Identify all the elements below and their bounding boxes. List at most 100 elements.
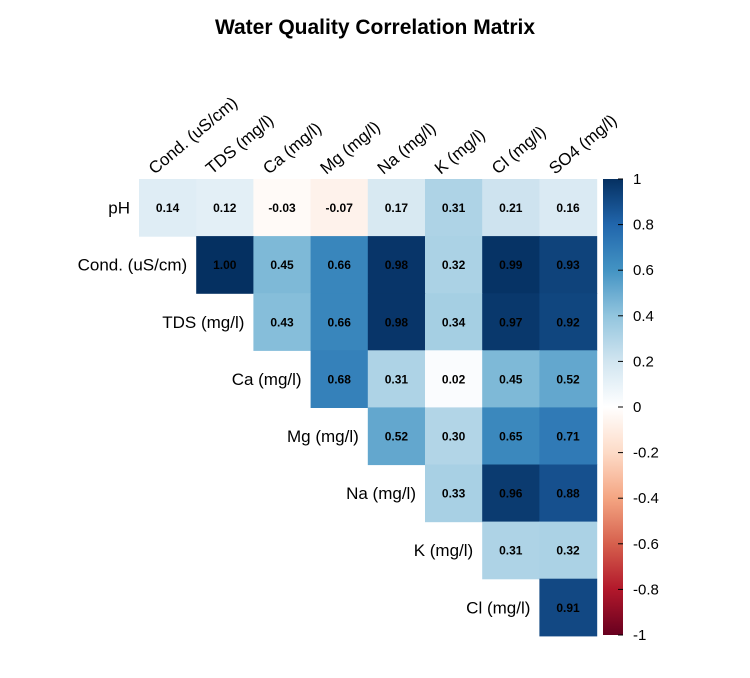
heatmap-cell (310, 179, 369, 237)
column-label: Mg (mg/l) (317, 117, 384, 178)
cell-value-label: 0.97 (499, 315, 523, 329)
heatmap-cell (425, 407, 483, 466)
heatmap-cell (425, 179, 483, 237)
row-label: pH (108, 199, 130, 218)
colorbar-tick-label: -1 (633, 627, 646, 644)
colorbar-tick-label: -0.6 (633, 536, 659, 553)
column-label: SO4 (mg/l) (545, 111, 620, 178)
heatmap-cell (539, 578, 598, 637)
cell-value-label: 0.45 (499, 372, 523, 386)
heatmap-cell (253, 293, 312, 351)
heatmap-cell (482, 407, 540, 466)
row-labels: pH Cond. (uS/cm) TDS (mg/l) Ca (mg/l) Mg (mg… (78, 199, 531, 618)
row-label: K (mg/l) (414, 541, 474, 560)
colorbar-gradient (603, 179, 623, 635)
cell-value-label: 0.31 (499, 544, 523, 558)
heatmap-cell (539, 407, 598, 466)
cell-value-label: 0.14 (156, 201, 180, 215)
heatmap-cell (539, 521, 598, 580)
cell-value-label: -0.07 (326, 201, 354, 215)
colorbar-tick-label: -0.4 (633, 490, 659, 507)
row-label: Mg (mg/l) (287, 427, 359, 446)
heatmap-cell (482, 179, 540, 237)
cell-value-label: 0.33 (442, 487, 466, 501)
heatmap-cell (482, 293, 540, 351)
cell-value-label: 0.32 (556, 544, 580, 558)
row-label: Na (mg/l) (346, 484, 416, 503)
colorbar: 1 0.8 0.6 0.4 0.2 0 -0.2 -0.4 -0.6 -0.8 -1 (603, 171, 659, 644)
heatmap-cell (310, 236, 369, 294)
heatmap-cell (253, 236, 312, 294)
heatmap-cell (425, 236, 483, 294)
cell-value-label: 0.52 (385, 429, 409, 443)
cell-value-label: 0.45 (270, 258, 294, 272)
row-label: Cond. (uS/cm) (78, 256, 188, 275)
colorbar-tick-label: 0.4 (633, 308, 654, 325)
heatmap-cell (367, 179, 426, 237)
cell-value-label: 0.98 (385, 315, 409, 329)
heatmap-cell (253, 179, 312, 237)
cell-value-label: 0.71 (556, 429, 580, 443)
heatmap-cell (482, 236, 540, 294)
chart-title: Water Quality Correlation Matrix (215, 16, 535, 39)
heatmap-cell (310, 293, 369, 351)
row-label: Ca (mg/l) (232, 370, 302, 389)
colorbar-tick-label: -0.2 (633, 445, 659, 462)
cell-value-label: 0.68 (328, 372, 352, 386)
cell-value-label: 0.43 (270, 315, 294, 329)
heatmap-cell (482, 521, 540, 580)
cell-value-label: 0.98 (385, 258, 409, 272)
heatmap-cell (425, 464, 483, 523)
colorbar-tick-label: 0.8 (633, 217, 654, 234)
row-label: Cl (mg/l) (466, 598, 530, 617)
heatmap-cell (196, 236, 254, 294)
cell-value-label: 0.66 (328, 315, 352, 329)
colorbar-tick-label: 0.6 (633, 262, 654, 279)
heatmap-cell (367, 293, 426, 351)
cell-value-label: -0.03 (268, 201, 296, 215)
heatmap-cell (196, 179, 254, 237)
cell-value-label: 0.21 (499, 201, 523, 215)
cell-value-label: 0.92 (556, 315, 580, 329)
cell-value-label: 0.02 (442, 372, 466, 386)
cell-value-label: 0.32 (442, 258, 466, 272)
cell-value-label: 0.12 (213, 201, 237, 215)
heatmap-cell (539, 236, 598, 294)
heatmap-cell (539, 464, 598, 523)
colorbar-tick-label: -0.8 (633, 581, 659, 598)
heatmap-cell (482, 350, 540, 408)
heatmap-cell (310, 350, 369, 408)
cell-value-label: 0.99 (499, 258, 523, 272)
heatmap-cell (425, 350, 483, 408)
heatmap-cell (539, 293, 598, 351)
cell-value-label: 1.00 (213, 258, 237, 272)
cell-value-label: 0.31 (442, 201, 466, 215)
row-label: TDS (mg/l) (162, 313, 244, 332)
column-label: Na (mg/l) (374, 119, 440, 178)
heatmap-cell (367, 236, 426, 294)
heatmap-cell (539, 179, 598, 237)
heatmap-cell (425, 293, 483, 351)
cell-value-label: 0.31 (385, 372, 409, 386)
cell-value-label: 0.91 (556, 601, 580, 615)
cell-value-label: 0.17 (385, 201, 409, 215)
column-labels: Cond. (uS/cm)TDS (mg/l)Ca (mg/l)Mg (mg/l… (145, 93, 621, 178)
cell-value-label: 0.52 (556, 372, 580, 386)
cell-value-label: 0.93 (556, 258, 580, 272)
cell-value-label: 0.96 (499, 487, 523, 501)
column-label: Cl (mg/l) (488, 122, 549, 178)
cell-value-label: 0.65 (499, 429, 523, 443)
heatmap-cell (367, 407, 426, 466)
heatmap-cell (139, 179, 197, 237)
heatmap-cell (482, 464, 540, 523)
colorbar-tick-label: 0 (633, 399, 641, 416)
cell-value-label: 0.34 (442, 315, 466, 329)
cell-value-label: 0.88 (556, 487, 580, 501)
colorbar-tick-label: 0.2 (633, 353, 654, 370)
cell-value-label: 0.16 (556, 201, 580, 215)
heatmap-cells: 0.14 0.12 -0.03 -0.07 0.17 0.31 0.21 0.16 1.00 0.… (139, 179, 598, 637)
cell-value-label: 0.66 (328, 258, 352, 272)
column-label: K (mg/l) (431, 125, 489, 178)
heatmap-cell (539, 350, 598, 408)
